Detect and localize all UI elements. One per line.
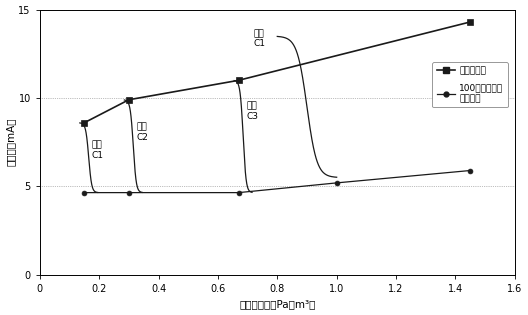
100秒までの平
均電流値 xyxy=(81,191,88,194)
Line: 最大電流値: 最大電流値 xyxy=(81,19,474,126)
100秒までの平
均電流値 xyxy=(334,181,340,185)
100秒までの平
均電流値 xyxy=(235,191,242,194)
Text: 電池
C1: 電池 C1 xyxy=(92,140,103,160)
Text: 電池
C1: 電池 C1 xyxy=(253,29,266,49)
Legend: 最大電流値, 100秒までの平
均電流値: 最大電流値, 100秒までの平 均電流値 xyxy=(432,62,508,107)
Line: 100秒までの平
均電流値: 100秒までの平 均電流値 xyxy=(82,168,473,195)
100秒までの平
均電流値 xyxy=(126,191,132,194)
最大電流値 xyxy=(467,20,474,24)
Y-axis label: 電流値（mA）: 電流値（mA） xyxy=(6,118,15,166)
Text: 電池
C3: 電池 C3 xyxy=(246,101,258,121)
100秒までの平
均電流値 xyxy=(467,169,474,172)
最大電流値 xyxy=(81,121,88,125)
最大電流値 xyxy=(126,98,132,102)
X-axis label: ガス透過量（Pa・m³）: ガス透過量（Pa・m³） xyxy=(239,300,315,309)
最大電流値 xyxy=(235,78,242,82)
Text: 電池
C2: 電池 C2 xyxy=(136,123,148,142)
